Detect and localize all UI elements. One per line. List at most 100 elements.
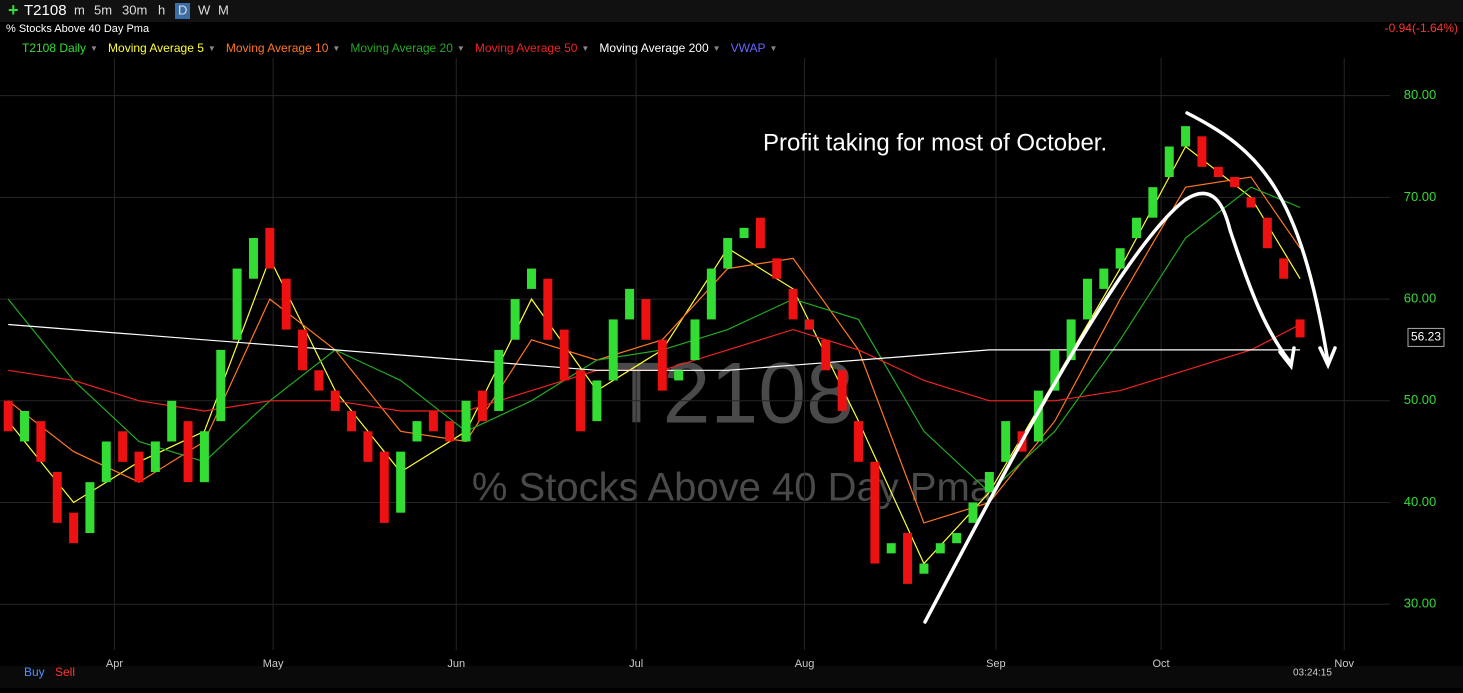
candle	[886, 543, 896, 554]
candle	[199, 431, 209, 483]
legend-entry[interactable]: VWAP	[731, 41, 766, 55]
sell-button[interactable]: Sell	[55, 665, 75, 679]
candle	[1197, 136, 1207, 167]
candle	[657, 339, 667, 391]
arrow-head	[1318, 346, 1337, 370]
active-timeframe	[175, 3, 190, 19]
candle	[854, 421, 864, 462]
timeframe-button[interactable]: 30m	[122, 2, 147, 17]
timeframe-button[interactable]: h	[158, 2, 165, 17]
candles	[3, 126, 1305, 584]
candle	[1181, 126, 1191, 147]
y-tick-label: 40.00	[1404, 494, 1437, 509]
candle	[134, 451, 144, 483]
x-tick-label: May	[263, 658, 284, 670]
legend-entry[interactable]: Moving Average 10	[226, 41, 329, 55]
candle	[1246, 197, 1256, 208]
candle	[85, 482, 95, 534]
candle	[118, 431, 128, 462]
timeframe-button[interactable]: D	[178, 2, 187, 17]
candle	[298, 329, 308, 371]
add-icon[interactable]: +	[8, 0, 19, 20]
candle	[919, 563, 929, 574]
legend-menu: ▼	[581, 44, 589, 53]
candle	[674, 370, 684, 381]
timeframe-button[interactable]: 5m	[94, 2, 112, 17]
timeframes: m 5m 30m h D W M	[74, 2, 229, 19]
candle	[706, 268, 716, 320]
candle	[1033, 390, 1043, 442]
candle	[510, 299, 520, 340]
candle	[69, 512, 79, 544]
candle	[248, 238, 258, 279]
candle	[903, 533, 913, 584]
x-tick-label: Sep	[986, 658, 1006, 670]
candle	[755, 217, 765, 249]
candle	[428, 410, 438, 432]
candle	[788, 288, 798, 320]
toolbar	[0, 0, 1463, 22]
legend-menu: ▼	[90, 44, 98, 53]
x-tick-label: Apr	[106, 658, 123, 670]
legend-entry[interactable]: Moving Average 5	[108, 41, 204, 55]
candle	[412, 421, 422, 442]
timeframe-button[interactable]: m	[74, 2, 85, 17]
candle	[1001, 421, 1011, 462]
candle	[559, 329, 569, 381]
candle	[396, 451, 406, 513]
legend-entry[interactable]: T2108 Daily	[22, 41, 86, 55]
subtitle: % Stocks Above 40 Day Pma	[6, 23, 150, 35]
candle	[1213, 166, 1223, 178]
y-tick-label: 80.00	[1404, 87, 1437, 102]
candle	[183, 421, 193, 483]
candle	[608, 319, 618, 381]
candle	[314, 370, 324, 391]
candle	[1148, 187, 1158, 218]
x-tick-label: Oct	[1152, 658, 1169, 670]
candle	[739, 227, 749, 239]
buy-button[interactable]: Buy	[24, 665, 45, 679]
price-box	[1407, 327, 1445, 347]
y-tick-label: 60.00	[1404, 291, 1437, 306]
candle	[167, 400, 177, 442]
candle	[690, 319, 700, 361]
candle	[1099, 268, 1109, 289]
arrow-head	[1278, 346, 1296, 371]
candle	[935, 543, 945, 554]
timeframe-button[interactable]: M	[218, 2, 229, 17]
candle	[1050, 349, 1060, 391]
change: -0.94(-1.64%)	[1385, 21, 1458, 35]
candle	[445, 421, 455, 442]
candle	[3, 400, 13, 432]
timeframe-button[interactable]: W	[198, 2, 211, 17]
legend-menu: ▼	[713, 44, 721, 53]
legend-menu: ▼	[208, 44, 216, 53]
candle	[330, 390, 340, 411]
candle	[1082, 278, 1092, 320]
candle	[625, 288, 635, 320]
candle	[494, 349, 504, 411]
candle	[543, 278, 553, 340]
legend-entry[interactable]: Moving Average 20	[350, 41, 453, 55]
symbol[interactable]: T2108	[24, 2, 67, 19]
y-tick-label: 50.00	[1404, 392, 1437, 407]
legend-menu: ▼	[457, 44, 465, 53]
candle	[20, 410, 30, 442]
legend-entry[interactable]: Moving Average 50	[475, 41, 578, 55]
status-bar	[0, 666, 1463, 688]
y-tick-label: 70.00	[1404, 189, 1437, 204]
candle	[232, 268, 242, 340]
x-tick-label: Aug	[795, 658, 815, 670]
last-price: 56.23	[1411, 330, 1441, 344]
candle	[461, 400, 471, 442]
x-tick-label: Nov	[1334, 658, 1354, 670]
candle	[576, 370, 586, 432]
annotation-arrows	[923, 111, 1337, 624]
legend-entry[interactable]: Moving Average 200	[599, 41, 709, 55]
candle	[641, 299, 651, 340]
candle	[772, 258, 782, 279]
watermark-symbol: T2108	[610, 346, 854, 442]
candle	[1295, 319, 1305, 338]
candle	[984, 471, 994, 493]
candle	[379, 451, 389, 523]
